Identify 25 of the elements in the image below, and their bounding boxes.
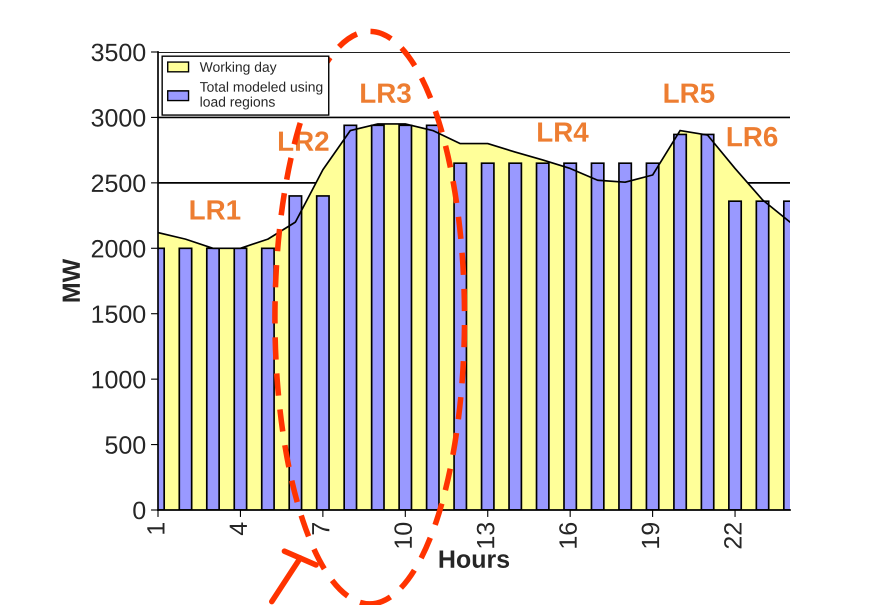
x-tick-label: 13 [476,522,494,548]
y-tick-label: 0 [133,502,146,520]
x-axis-title: Hours [440,550,510,568]
y-axis-title: MW [62,258,80,302]
x-tick-label: 16 [559,522,577,548]
annotation: LR1 [190,200,240,220]
x-tick-label: 10 [394,522,412,548]
annotation: LR6 [728,126,778,146]
y-tick-label: 2500 [92,174,146,192]
x-tick-label: 22 [724,523,742,548]
x-tick-label: 19 [642,522,660,548]
y-tick-label: 1500 [92,305,146,324]
x-tick-label: 7 [312,523,330,534]
annotation: LR5 [664,84,714,103]
legend-label: Total modeled using load regions [200,82,322,110]
x-tick-label: 1 [147,523,164,534]
y-tick-label: 3500 [92,44,146,62]
y-tick-label: 3000 [92,109,146,127]
y-tick-label: 500 [105,436,146,454]
annotation: LR3 [361,83,411,104]
annotation: LR4 [538,122,589,142]
y-tick-label: 2000 [92,240,146,258]
legend-label: Working day [200,62,277,75]
x-tick-label: 4 [230,522,247,536]
y-tick-label: 1000 [92,370,146,388]
